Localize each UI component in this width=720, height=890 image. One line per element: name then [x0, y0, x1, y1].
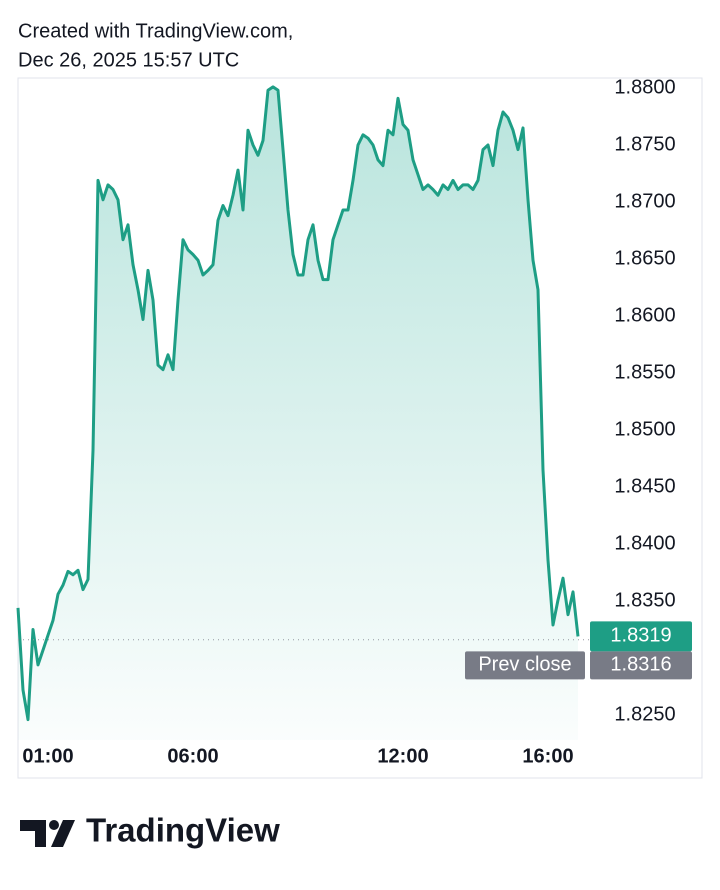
prev-close-title: Prev close — [478, 654, 571, 676]
plot-area: 1.8800 1.8750 1.8700 1.8650 1.8600 1.8550 1.85… — [16, 76, 692, 767]
prev-close-label: 1.8316 — [610, 654, 671, 676]
area-fill — [18, 86, 578, 740]
price-line — [16, 85, 580, 722]
header-line: Created with TradingView.com, — [18, 20, 293, 42]
brand-name: TradingView — [86, 812, 280, 849]
x-tick-label: 01:00 — [22, 745, 73, 767]
y-tick-label: 1.8800 — [614, 76, 675, 98]
y-tick-label: 1.8750 — [614, 133, 675, 155]
y-tick-label: 1.8600 — [614, 304, 675, 326]
y-tick-label: 1.8350 — [614, 589, 675, 611]
y-tick-label: 1.8700 — [614, 190, 675, 212]
y-tick-label: 1.8450 — [614, 475, 675, 497]
y-tick-label: 1.8250 — [614, 703, 675, 725]
y-tick-label: 1.8500 — [614, 418, 675, 440]
header-line: Dec 26, 2025 15:57 UTC — [18, 49, 239, 71]
last-price-label: 1.8319 — [610, 625, 671, 647]
last-price-box — [590, 621, 692, 652]
x-tick-label: 12:00 — [377, 745, 428, 767]
y-tick-label: 1.8650 — [614, 247, 675, 269]
logo-mark — [20, 820, 75, 847]
x-tick-label: 16:00 — [522, 745, 573, 767]
x-tick-label: 06:00 — [167, 745, 218, 767]
prev-close-tag — [465, 651, 585, 680]
y-tick-label: 1.8400 — [614, 532, 675, 554]
y-tick-label: 1.8550 — [614, 361, 675, 383]
prev-close-box — [590, 651, 692, 680]
chart-frame — [17, 77, 703, 779]
